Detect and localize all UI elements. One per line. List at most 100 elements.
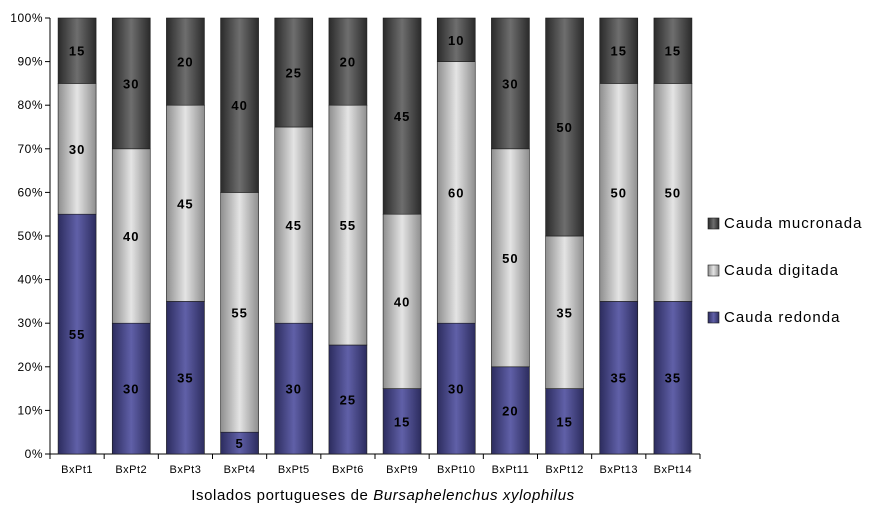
bar-segment [274,17,314,128]
bar-segment [57,83,97,215]
data-label: 50 [502,251,518,266]
y-tick-label: 20% [17,360,43,374]
legend-label: Cauda mucronada [724,215,862,232]
bar-segment [274,126,314,324]
legend-label: Cauda redonda [724,309,840,326]
x-tick-label: BxPt10 [437,464,475,476]
data-label: 15 [394,414,410,429]
bar-segment [111,148,151,324]
bar-segment [436,61,476,324]
bar-segment [220,192,259,433]
data-label: 30 [123,382,139,397]
x-axis-label: Isolados portugueses de Bursaphelenchus … [191,487,575,504]
x-tick-label: BxPt14 [654,464,692,476]
data-label: 20 [177,55,193,70]
bars [57,17,693,455]
data-label: 25 [340,393,356,408]
bar-segment [328,344,368,455]
data-label: 15 [556,414,572,429]
bar-segment [491,148,530,368]
y-tick-label: 70% [17,142,43,156]
y-tick-label: 50% [17,229,43,243]
bar-segment [111,17,151,150]
x-axis-label-italic: Bursaphelenchus xylophilus [373,487,575,504]
bar-segment [166,17,205,106]
x-tick-label: BxPt2 [115,464,147,476]
data-label: 35 [611,371,627,386]
bar-segment [274,322,314,455]
data-label: 40 [123,229,139,244]
bar-segment [57,17,97,84]
y-tick-label: 60% [17,185,43,199]
bar-segment [545,17,584,237]
x-axis-label-prefix: Isolados portugueses de [191,487,373,504]
bar-segment [382,17,422,215]
y-tick-label: 90% [17,55,43,69]
y-tick-label: 80% [17,98,43,112]
x-tick-label: BxPt4 [224,464,256,476]
y-tick-label: 0% [25,447,43,461]
legend-swatch [707,311,720,324]
data-label: 55 [340,218,356,233]
bar-segment [599,17,639,84]
data-label: 35 [665,371,681,386]
data-label: 15 [665,44,681,59]
data-label: 30 [502,76,518,91]
y-tick-label: 40% [17,273,43,287]
x-tick-label: BxPt9 [386,464,418,476]
bar-segment [166,301,205,455]
data-label: 55 [231,305,247,320]
data-label: 50 [611,185,627,200]
x-tick-label: BxPt12 [545,464,583,476]
bar-segment [382,388,422,455]
bar-segment [599,83,639,302]
x-tick-label: BxPt3 [169,464,201,476]
data-label: 25 [286,66,302,81]
data-label: 30 [286,382,302,397]
data-label: 35 [556,305,572,320]
x-tick-label: BxPt1 [61,464,93,476]
bar-segment [220,17,259,193]
x-tick-label: BxPt11 [492,464,530,476]
data-label: 35 [177,371,193,386]
legend-swatch [707,264,720,277]
data-label: 20 [340,55,356,70]
data-label: 20 [502,403,518,418]
x-tick-labels: BxPt1 BxPt2 BxPt3 BxPt4 BxPt5 BxPt6 BxPt9 BxPt1… [61,464,692,476]
bar-segment [653,17,693,84]
data-label: 10 [448,33,464,48]
x-tick-label: BxPt13 [600,464,638,476]
bar-segment [491,17,530,150]
x-tick-label: BxPt5 [278,464,310,476]
legend-label: Cauda digitada [724,262,839,279]
data-label: 40 [231,98,247,113]
data-label: 55 [69,327,85,342]
bar-segment [57,213,97,455]
data-label: 30 [69,142,85,157]
data-label: 50 [556,120,572,135]
bar-segment [382,213,422,389]
y-tick-labels: 0% 10% 20% 30% 40% 50% 60% 70% 80% 90% 100% [10,11,43,461]
data-label: 45 [394,109,410,124]
bar-segment [111,322,151,455]
data-label: 30 [448,382,464,397]
data-label: 60 [448,185,464,200]
data-label: 45 [177,196,193,211]
x-tick-label: BxPt6 [332,464,364,476]
data-label: 15 [69,44,85,59]
y-tick-label: 100% [10,11,43,25]
data-label: 50 [665,185,681,200]
data-label: 40 [394,294,410,309]
bar-segment [653,83,693,302]
bar-segment [545,235,584,389]
bar-segment [545,388,584,455]
bar-segment [436,17,476,62]
data-label: 45 [286,218,302,233]
segment-labels: 5530153040303545205554030452525552015404… [69,33,681,451]
legend: Cauda mucronada Cauda digitada Cauda redon… [707,215,862,326]
axes [45,17,701,459]
data-label: 15 [611,44,627,59]
bar-segment [328,104,368,346]
bar-segment [328,17,368,106]
